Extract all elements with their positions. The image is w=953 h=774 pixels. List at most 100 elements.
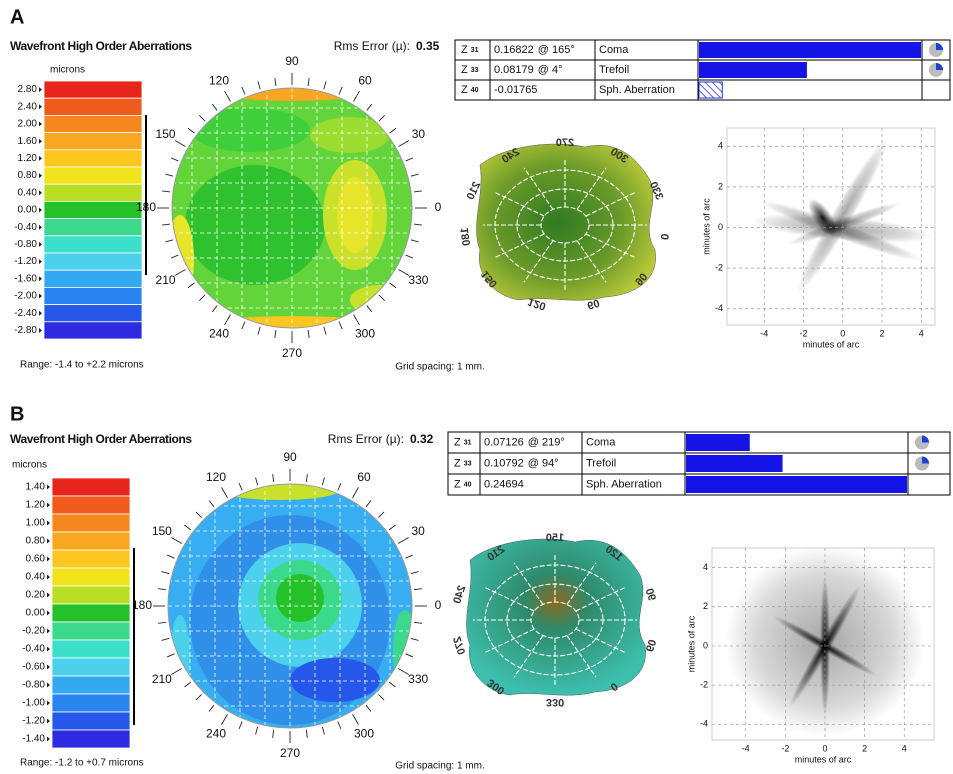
term-name: Trefoil [599,64,629,76]
map-tick [258,327,260,335]
map-tick [209,500,214,506]
scale-tick [47,629,50,634]
map-tick [354,315,360,325]
scale-swatch [52,658,130,676]
map-tick [399,141,409,147]
map-tick [275,330,276,338]
y-tick-label: 4 [718,141,723,151]
scale-swatch [52,568,130,586]
angle-label: 150 [156,127,176,141]
map-tick [242,87,245,94]
scale-tick [39,208,42,213]
coefficient-value: 0.07126 [484,436,524,448]
scale-label: 0.60 [26,554,46,565]
map-tick [399,270,409,276]
surface-label: 150 [546,532,564,544]
map-tick [199,295,205,301]
range-text: Range: -1.4 to +2.2 microns [20,360,144,371]
map-tick [379,295,385,301]
term-name: Trefoil [586,457,616,469]
coefficient-value: -0.01765 [494,84,537,96]
angle-label: 90 [285,54,299,68]
x-tick-label: -2 [781,743,789,753]
angle-label: 180 [136,200,156,214]
scale-swatch [44,184,142,201]
scale-swatch [44,98,142,115]
coefficient: 0.24694 [484,478,524,490]
angle-label: 0 [435,200,442,214]
map-tick [239,483,242,490]
scale-label: 1.20 [26,500,46,511]
term-symbol: Z [461,44,468,56]
map-tick [209,705,214,711]
map-tick [171,255,178,258]
map-tick [258,81,260,89]
scale-label: 1.60 [18,136,38,147]
map-tick [175,270,185,276]
scale-label: 2.00 [18,119,38,130]
scale-label: -0.60 [22,662,45,673]
scale-swatch [52,550,130,568]
scale-tick [39,225,42,230]
surface [476,144,655,300]
map-tick [390,128,396,133]
map-tick [398,538,408,544]
scale-swatch [44,133,142,150]
map-tick [414,589,422,590]
scale-label: 1.40 [26,482,46,493]
map-tick [162,572,170,574]
x-tick-label: -4 [760,328,768,338]
map-tick [167,555,174,558]
term-name: Sph. Aberration [586,478,662,490]
map-tick [167,654,174,657]
scale-tick [39,87,42,92]
scale-label: 2.80 [18,84,38,95]
map-tick [411,572,419,574]
scale-swatch [52,622,130,640]
term-index: 40 [471,87,479,94]
map-region [166,215,194,305]
coefficient-bar [686,476,907,493]
map-tick [222,487,228,497]
y-axis-label: minutes of arc [686,615,696,672]
scale-tick [39,259,42,264]
y-tick-label: 4 [703,562,708,572]
term-index: 31 [464,439,472,446]
scale-tick [39,156,42,161]
map-tick [196,694,202,700]
rms-label: Rms Error (µ): [334,39,410,53]
scale-swatch [52,478,130,496]
map-tick [353,487,359,497]
y-tick-label: -4 [700,719,708,729]
scale-swatch [44,305,142,322]
angle-label: 300 [355,327,375,341]
panel-label: A [10,6,24,28]
map-tick [398,669,408,675]
scale-label: -1.60 [14,273,37,284]
y-tick-label: 2 [703,601,708,611]
coefficient: 0.08179@ 4° [494,64,563,76]
map-tick [239,721,242,728]
scale-swatch [44,287,142,304]
scale-tick [39,311,42,316]
map-tick [171,158,178,161]
scale-tick [47,521,50,526]
grid-spacing: Grid spacing: 1 mm. [395,362,484,373]
scale-tick [39,242,42,247]
surface-label: 0 [658,233,671,241]
map-tick [222,714,228,724]
scale-swatch [44,201,142,218]
scale-tick [47,539,50,544]
map-tick [411,240,419,242]
x-tick-label: 0 [840,328,845,338]
scale-tick [39,190,42,195]
panel-label: B [10,403,24,425]
map-tick [158,589,166,590]
scale-swatch [52,586,130,604]
map-tick [171,669,181,675]
y-tick-label: -4 [715,303,723,313]
scale-swatch [52,514,130,532]
scale-tick [47,665,50,670]
map-tick [162,191,170,192]
map-tick [405,654,412,657]
